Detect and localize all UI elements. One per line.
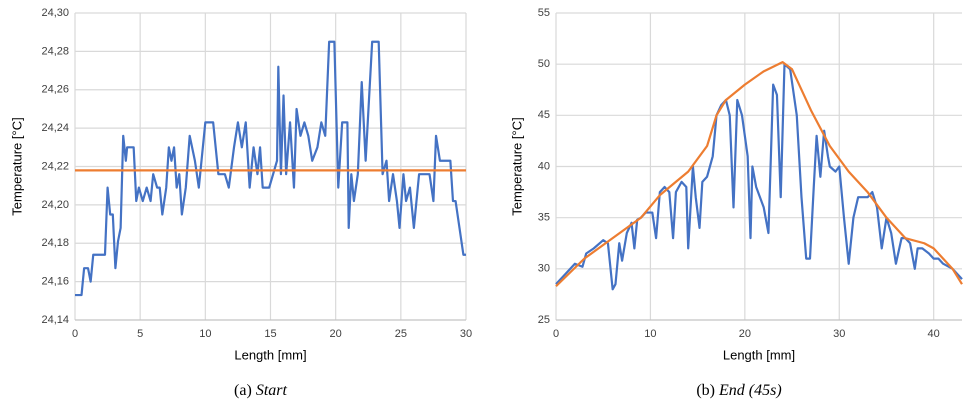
y-tick-label: 24,14 (41, 314, 69, 326)
data-line (555, 61, 963, 288)
caption-label: (b) (696, 382, 715, 399)
data-line (75, 40, 466, 297)
y-tick-label: 24,24 (41, 122, 69, 134)
y-tick-label: 45 (538, 109, 550, 121)
y-tick-label: 24,28 (41, 45, 69, 57)
y-tick-label: 55 (538, 7, 550, 19)
caption-title: Start (256, 382, 288, 399)
y-tick-label: 50 (538, 58, 550, 70)
x-tick-label: 20 (739, 328, 751, 340)
chart-panel: 24,14 24,16 24,18 24,20 24,22 24,24 24,26 24,28… (9, 7, 472, 399)
caption: (b) End (45s) (696, 382, 781, 399)
x-tick-label: 0 (72, 328, 78, 340)
x-tick-label: 20 (330, 328, 342, 340)
x-axis-title: Length [mm] (234, 347, 306, 362)
y-tick-label: 40 (538, 160, 550, 172)
x-tick-label: 25 (395, 328, 407, 340)
y-tick-label: 24,18 (41, 237, 69, 249)
y-tick-label: 24,20 (41, 199, 69, 211)
caption-title: End (45s) (718, 382, 782, 399)
x-tick-label: 30 (460, 328, 472, 340)
caption-label: (a) (234, 382, 252, 399)
x-tick-label: 5 (137, 328, 143, 340)
x-tick-label: 10 (644, 328, 656, 340)
x-tick-label: 30 (833, 328, 845, 340)
x-tick-label: 10 (199, 328, 211, 340)
caption: (a) Start (234, 382, 287, 399)
y-axis-title: Temperature [°C] (9, 117, 24, 215)
y-tick-label: 24,22 (41, 160, 69, 172)
y-tick-label: 30 (538, 263, 550, 275)
x-axis-title: Length [mm] (723, 347, 795, 362)
x-tick-label: 15 (264, 328, 276, 340)
data-line (555, 63, 963, 291)
y-tick-label: 25 (538, 314, 550, 326)
y-tick-label: 24,30 (41, 7, 69, 19)
x-tick-label: 0 (553, 328, 559, 340)
y-tick-label: 24,16 (41, 276, 69, 288)
chart-panel: 25 30 35 40 45 50 55 0 10 20 30 40 Length [mm] Temper… (509, 7, 963, 399)
y-tick-label: 35 (538, 212, 550, 224)
x-tick-label: 40 (928, 328, 940, 340)
y-axis-title: Temperature [°C] (509, 117, 524, 215)
y-tick-label: 24,26 (41, 84, 69, 96)
